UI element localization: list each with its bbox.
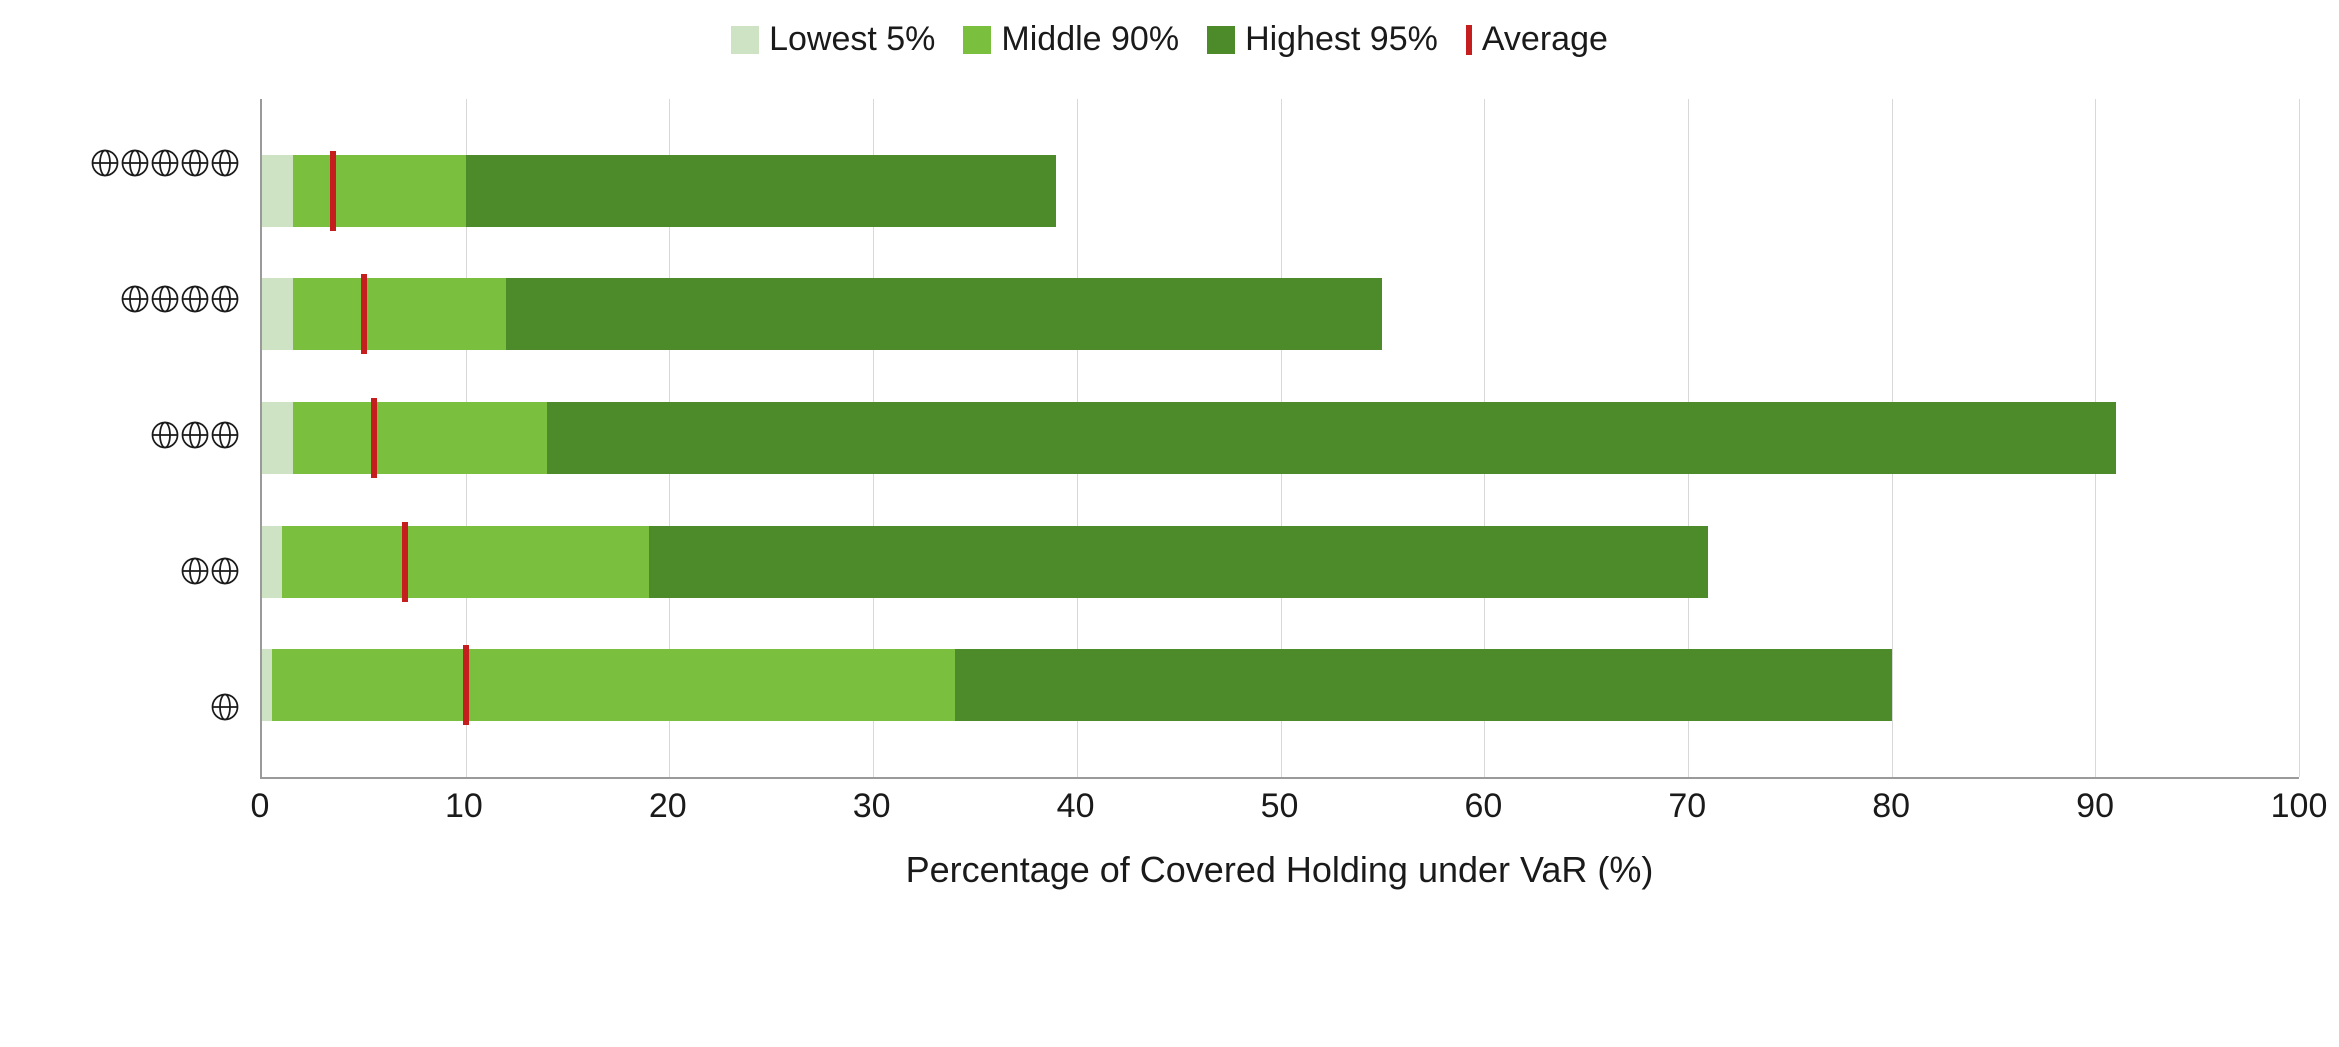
- x-tick-label: 100: [2271, 787, 2328, 826]
- segment-middle-90: [293, 155, 466, 227]
- segment-lowest-5: [262, 155, 293, 227]
- legend-item: Highest 95%: [1207, 20, 1438, 59]
- segment-highest-95: [547, 402, 2115, 474]
- globe-icon: [210, 556, 240, 594]
- segment-highest-95: [506, 278, 1382, 350]
- x-tick-label: 40: [1057, 787, 1095, 826]
- segment-middle-90: [282, 526, 649, 598]
- segment-lowest-5: [262, 402, 293, 474]
- legend-label: Middle 90%: [1001, 20, 1179, 59]
- segment-highest-95: [649, 526, 1708, 598]
- globe-icon: [210, 420, 240, 458]
- segment-middle-90: [272, 649, 954, 721]
- x-axis-label: Percentage of Covered Holding under VaR …: [260, 849, 2299, 891]
- globe-icon: [150, 148, 180, 186]
- x-tick-label: 0: [251, 787, 270, 826]
- globe-icon: [180, 556, 210, 594]
- legend-swatch-icon: [963, 26, 991, 54]
- y-axis-category: [40, 389, 240, 489]
- bar-row: [262, 526, 2299, 598]
- legend-swatch-icon: [1207, 26, 1235, 54]
- legend-label: Average: [1482, 20, 1608, 59]
- x-tick-label: 80: [1872, 787, 1910, 826]
- x-axis-ticks: 0102030405060708090100: [260, 779, 2299, 829]
- x-tick-label: 60: [1464, 787, 1502, 826]
- globe-icon: [180, 284, 210, 322]
- legend: Lowest 5% Middle 90% Highest 95% Average: [40, 20, 2299, 59]
- legend-label: Highest 95%: [1245, 20, 1438, 59]
- plot-area: [260, 99, 2299, 779]
- globe-icon: [210, 148, 240, 186]
- globe-icon: [180, 148, 210, 186]
- bar-row: [262, 649, 2299, 721]
- segment-lowest-5: [262, 278, 293, 350]
- legend-label: Lowest 5%: [769, 20, 935, 59]
- y-axis-category: [40, 117, 240, 217]
- average-marker: [371, 398, 377, 478]
- x-tick-label: 10: [445, 787, 483, 826]
- globe-icon: [150, 420, 180, 458]
- x-tick-label: 70: [1668, 787, 1706, 826]
- globe-icon: [120, 284, 150, 322]
- x-tick-label: 20: [649, 787, 687, 826]
- var-coverage-chart: Lowest 5% Middle 90% Highest 95% Average: [40, 20, 2299, 891]
- y-axis-category: [40, 525, 240, 625]
- bar-row: [262, 278, 2299, 350]
- y-axis-category: [40, 253, 240, 353]
- average-marker: [361, 274, 367, 354]
- legend-swatch-icon: [731, 26, 759, 54]
- segment-middle-90: [293, 402, 548, 474]
- globe-icon: [210, 692, 240, 730]
- bar-row: [262, 155, 2299, 227]
- globe-icon: [150, 284, 180, 322]
- y-axis-labels: [40, 99, 260, 779]
- segment-middle-90: [293, 278, 507, 350]
- gridline: [2299, 99, 2300, 777]
- globe-icon: [210, 284, 240, 322]
- legend-item: Middle 90%: [963, 20, 1179, 59]
- bars-container: [262, 99, 2299, 777]
- average-marker-icon: [1466, 25, 1472, 55]
- x-tick-label: 30: [853, 787, 891, 826]
- globe-icon: [180, 420, 210, 458]
- plot: [40, 99, 2299, 779]
- y-axis-category: [40, 661, 240, 761]
- average-marker: [402, 522, 408, 602]
- average-marker: [330, 151, 336, 231]
- segment-highest-95: [466, 155, 1057, 227]
- segment-lowest-5: [262, 649, 272, 721]
- globe-icon: [90, 148, 120, 186]
- average-marker: [463, 645, 469, 725]
- x-tick-label: 50: [1261, 787, 1299, 826]
- bar-row: [262, 402, 2299, 474]
- globe-icon: [120, 148, 150, 186]
- x-tick-label: 90: [2076, 787, 2114, 826]
- segment-lowest-5: [262, 526, 282, 598]
- segment-highest-95: [955, 649, 1892, 721]
- legend-item: Lowest 5%: [731, 20, 935, 59]
- legend-item: Average: [1466, 20, 1608, 59]
